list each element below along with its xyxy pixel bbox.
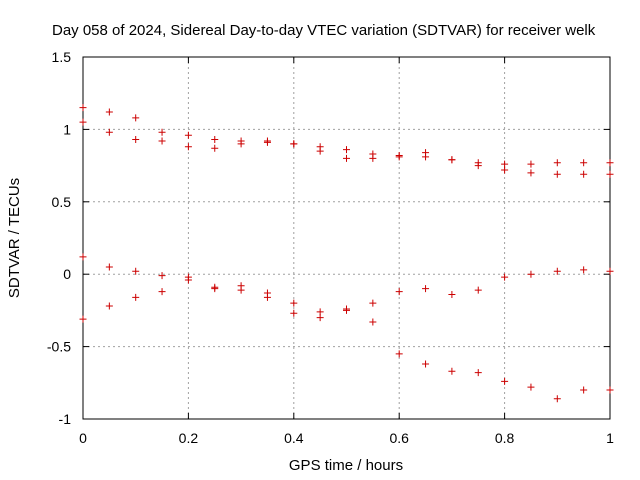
y-tick-label: -1 <box>59 411 72 427</box>
data-point <box>290 309 298 317</box>
data-point <box>79 104 87 112</box>
data-point <box>343 146 350 154</box>
y-tick-label: 1 <box>63 121 71 137</box>
data-point <box>395 350 403 358</box>
data-point <box>501 160 509 168</box>
data-point <box>422 149 430 157</box>
x-axis-label: GPS time / hours <box>289 457 403 474</box>
data-point <box>369 154 377 162</box>
data-point <box>237 282 245 290</box>
data-point <box>369 299 377 307</box>
data-point <box>343 154 350 162</box>
data-point <box>105 302 113 310</box>
axis-ticks <box>82 56 611 420</box>
x-tick-label: 0.2 <box>179 430 199 446</box>
data-point <box>132 136 140 144</box>
data-point <box>395 153 403 161</box>
data-point <box>158 137 166 145</box>
data-point <box>448 367 456 375</box>
data-point <box>580 170 588 178</box>
data-point <box>553 170 561 178</box>
data-point <box>79 315 87 323</box>
y-tick-label: 0 <box>63 266 71 282</box>
data-point <box>343 306 350 314</box>
data-point <box>606 170 614 178</box>
data-point <box>237 140 245 148</box>
data-point <box>606 386 614 394</box>
x-tick-label: 0.6 <box>389 430 409 446</box>
x-tick-label: 0.4 <box>284 430 304 446</box>
data-point <box>290 140 298 148</box>
data-point <box>79 253 87 261</box>
data-point <box>184 143 192 151</box>
data-point <box>422 360 430 368</box>
data-point <box>211 136 219 144</box>
series-3 <box>79 253 614 316</box>
data-point <box>290 299 298 307</box>
data-point <box>448 156 456 164</box>
y-tick-label: 1.5 <box>52 49 72 65</box>
data-point <box>527 160 535 168</box>
data-point <box>474 286 482 294</box>
data-point <box>158 272 166 280</box>
data-point <box>105 263 113 271</box>
data-point <box>501 273 509 281</box>
data-point <box>263 293 271 301</box>
data-point <box>369 318 377 326</box>
data-point <box>263 137 271 145</box>
x-tick-label: 0 <box>79 430 87 446</box>
data-point <box>395 288 403 296</box>
plot-frame <box>82 56 611 420</box>
data-point <box>501 377 509 385</box>
data-point <box>211 285 219 293</box>
data-point <box>158 128 166 136</box>
data-point <box>316 314 324 322</box>
chart-title: Day 058 of 2024, Sidereal Day-to-day VTE… <box>52 22 596 39</box>
data-point <box>184 273 192 281</box>
data-point <box>553 159 561 167</box>
data-point <box>105 128 113 136</box>
grid-lines <box>83 57 610 419</box>
data-point <box>580 266 588 274</box>
y-tick-label: -0.5 <box>47 339 71 355</box>
data-point <box>474 369 482 377</box>
data-point <box>474 159 482 167</box>
data-point <box>158 288 166 296</box>
data-point <box>527 169 535 177</box>
data-point <box>606 267 614 275</box>
y-tick-label: 0.5 <box>52 194 72 210</box>
data-point <box>211 144 219 152</box>
data-point <box>527 270 535 278</box>
series-2 <box>79 118 614 168</box>
data-point <box>527 383 535 391</box>
data-point <box>316 147 324 155</box>
data-point <box>448 290 456 298</box>
x-tick-label: 0.8 <box>495 430 515 446</box>
data-point <box>132 293 140 301</box>
data-point <box>422 285 430 293</box>
data-point <box>606 159 614 167</box>
y-axis-label: SDTVAR / TECUs <box>6 178 23 298</box>
tick-labels: 0 0.2 0.4 0.6 0.8 1 -1 -0.5 0 0.5 1 1.5 <box>47 49 614 446</box>
series-4 <box>79 273 614 403</box>
data-points <box>79 104 614 403</box>
data-point <box>553 395 561 403</box>
data-point <box>553 267 561 275</box>
data-point <box>580 386 588 394</box>
data-point <box>184 131 192 139</box>
data-point <box>132 267 140 275</box>
x-tick-label: 1 <box>606 430 614 446</box>
data-point <box>132 114 140 122</box>
data-point <box>580 159 588 167</box>
data-point <box>79 118 87 126</box>
data-point <box>105 108 113 116</box>
